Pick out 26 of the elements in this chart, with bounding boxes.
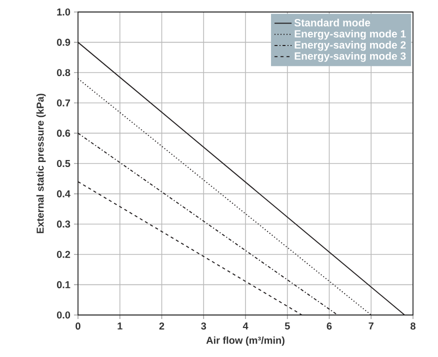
- x-tick-label: 7: [368, 322, 374, 330]
- y-tick-label: 0.0: [56, 311, 70, 319]
- x-axis-title: Air flow (m³/min): [206, 336, 284, 346]
- y-tick-label: 0.5: [56, 160, 70, 168]
- legend-label: Energy-saving mode 1: [294, 30, 406, 40]
- x-tick-label: 8: [410, 322, 416, 330]
- y-tick-label: 0.6: [56, 130, 70, 137]
- y-tick-label: 0.3: [56, 220, 70, 228]
- x-tick-label: 5: [284, 322, 290, 330]
- y-tick-label: 0.2: [56, 250, 70, 258]
- y-tick-label: 0.8: [56, 69, 70, 76]
- y-tick-label: 0.4: [56, 190, 70, 198]
- legend-label: Energy-saving mode 2: [294, 40, 406, 51]
- x-tick-label: 4: [242, 322, 248, 330]
- y-axis-title: External static pressure (kPa): [36, 94, 46, 234]
- x-tick-label: 1: [118, 322, 122, 330]
- x-tick-label: 2: [159, 322, 164, 330]
- legend-label: Standard mode: [294, 18, 370, 26]
- legend-label: Energy-saving mode 3: [294, 52, 406, 62]
- x-tick-label: 6: [326, 322, 332, 330]
- y-tick-label: 1.0: [57, 8, 70, 16]
- x-tick-label: 0: [76, 322, 80, 330]
- y-tick-label: 0.7: [56, 99, 70, 106]
- y-tick-label: 0.9: [56, 38, 70, 46]
- y-tick-label: 0.1: [56, 281, 70, 288]
- x-tick-label: 3: [201, 322, 206, 330]
